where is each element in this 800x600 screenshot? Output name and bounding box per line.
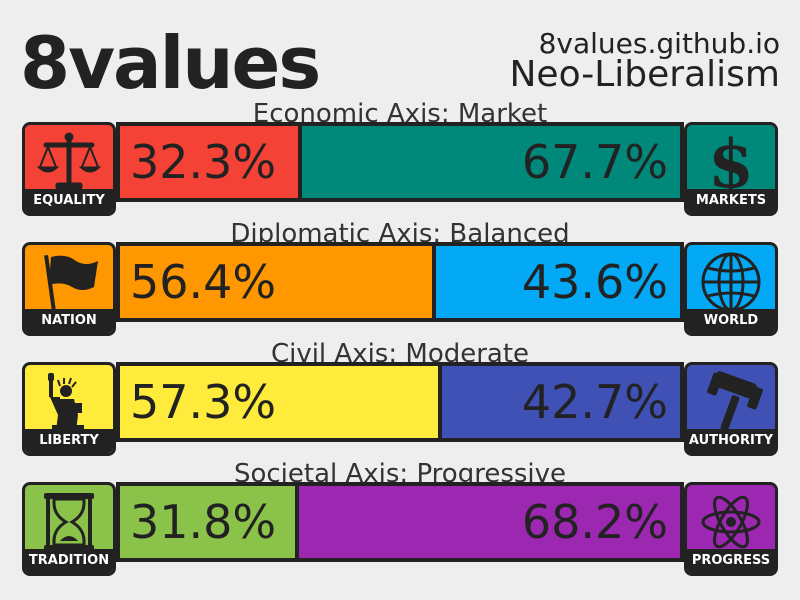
icon-box-markets: $ MARKETS (684, 122, 778, 216)
icon-caption-tradition: TRADITION (25, 549, 113, 573)
bar-segment-tradition: 31.8% (120, 486, 295, 558)
icon-box-authority: AUTHORITY (684, 362, 778, 456)
icon-caption-nation: NATION (25, 309, 113, 333)
bar-economic: 32.3% 67.7% (116, 122, 684, 202)
hourglass-icon (44, 493, 94, 551)
atom-icon (701, 495, 761, 549)
bar-segment-world: 43.6% (436, 246, 680, 318)
icon-box-tradition: TRADITION (22, 482, 116, 576)
icon-box-liberty: LIBERTY (22, 362, 116, 456)
percent-authority: 42.7% (521, 375, 668, 429)
icon-box-world: WORLD (684, 242, 778, 336)
icon-box-equality: EQUALITY (22, 122, 116, 216)
icon-box-progress: PROGRESS (684, 482, 778, 576)
ideology-result: Neo-Liberalism (509, 54, 780, 95)
globe-icon (701, 252, 761, 312)
icon-caption-liberty: LIBERTY (25, 429, 113, 453)
percent-equality: 32.3% (130, 135, 277, 189)
bar-segment-authority: 42.7% (442, 366, 680, 438)
icon-caption-world: WORLD (687, 309, 775, 333)
icon-caption-authority: AUTHORITY (687, 429, 775, 453)
percent-markets: 67.7% (521, 135, 668, 189)
icon-box-nation: NATION (22, 242, 116, 336)
bar-civil: 57.3% 42.7% (116, 362, 684, 442)
scales-icon (36, 132, 102, 190)
gavel-icon (707, 371, 763, 431)
site-url: 8values.github.io (538, 27, 780, 60)
percent-progress: 68.2% (521, 495, 668, 549)
app-title: 8values (20, 21, 321, 105)
bar-societal: 31.8% 68.2% (116, 482, 684, 562)
percent-tradition: 31.8% (130, 495, 277, 549)
flag-icon (44, 254, 98, 312)
dollar-icon: $ (708, 129, 754, 195)
percent-liberty: 57.3% (130, 375, 277, 429)
bar-diplomatic: 56.4% 43.6% (116, 242, 684, 322)
icon-caption-progress: PROGRESS (687, 549, 775, 573)
percent-world: 43.6% (521, 255, 668, 309)
icon-caption-markets: MARKETS (687, 189, 775, 213)
bar-segment-markets: 67.7% (302, 126, 680, 198)
bar-segment-progress: 68.2% (299, 486, 680, 558)
svg-text:$: $ (708, 129, 754, 195)
bar-segment-nation: 56.4% (120, 246, 432, 318)
statue-of-liberty-icon (48, 373, 84, 431)
percent-nation: 56.4% (130, 255, 277, 309)
icon-caption-equality: EQUALITY (25, 189, 113, 213)
bar-segment-liberty: 57.3% (120, 366, 438, 438)
bar-segment-equality: 32.3% (120, 126, 298, 198)
